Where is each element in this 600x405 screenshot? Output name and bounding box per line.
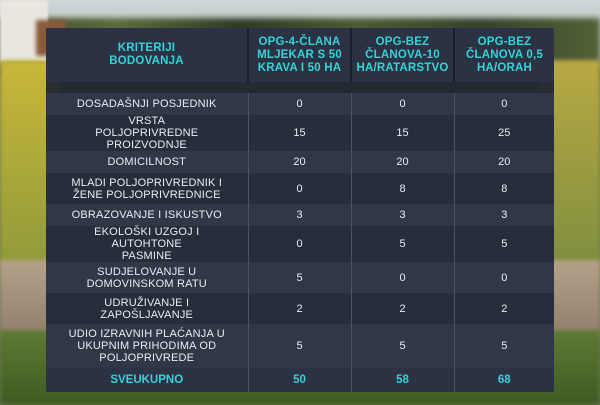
criterion-cell: DOMICILNOST bbox=[46, 151, 249, 173]
value-cell: 0 bbox=[351, 93, 455, 115]
value-cell: 20 bbox=[351, 151, 455, 173]
value-cell: 5 bbox=[248, 262, 352, 293]
value-cell: 2 bbox=[248, 293, 352, 324]
value-cell: 15 bbox=[248, 115, 352, 151]
value-cell: 3 bbox=[351, 204, 455, 226]
value-cell: 3 bbox=[248, 204, 352, 226]
total-value: 58 bbox=[351, 368, 455, 392]
criterion-cell: OBRAZOVANJE I ISKUSTVO bbox=[46, 204, 249, 226]
value-cell: 8 bbox=[454, 173, 554, 204]
criterion-cell: MLADI POLJOPRIVREDNIK I ŽENE POLJOPRIVRE… bbox=[46, 173, 249, 204]
table-row: UDIO IZRAVNIH PLAĆANJA U UKUPNIM PRIHODI… bbox=[46, 324, 554, 368]
header-criteria: KRITERIJI BODOVANJA bbox=[46, 28, 249, 82]
total-value: 68 bbox=[454, 368, 554, 392]
value-cell: 5 bbox=[351, 324, 455, 368]
total-value: 50 bbox=[248, 368, 352, 392]
table-row: EKOLOŠKI UZGOJ I AUTOHTONE PASMINE 0 5 5 bbox=[46, 226, 554, 262]
value-cell: 0 bbox=[248, 226, 352, 262]
value-cell: 15 bbox=[351, 115, 455, 151]
value-cell: 2 bbox=[454, 293, 554, 324]
table-row: MLADI POLJOPRIVREDNIK I ŽENE POLJOPRIVRE… bbox=[46, 173, 554, 204]
table-row: SUDJELOVANJE U DOMOVINSKOM RATU 5 0 0 bbox=[46, 262, 554, 293]
table-header-row: KRITERIJI BODOVANJA OPG-4-ČLANA MLJEKAR … bbox=[46, 28, 554, 82]
criterion-cell: SUDJELOVANJE U DOMOVINSKOM RATU bbox=[46, 262, 249, 293]
table-row: DOSADAŠNJI POSJEDNIK 0 0 0 bbox=[46, 93, 554, 115]
scoring-table-panel: KRITERIJI BODOVANJA OPG-4-ČLANA MLJEKAR … bbox=[46, 28, 554, 392]
header-column-2: OPG-BEZ ČLANOVA-10 HA/RATARSTVO bbox=[351, 28, 455, 82]
header-column-1: OPG-4-ČLANA MLJEKAR S 50 KRAVA I 50 HA bbox=[248, 28, 352, 82]
header-spacer bbox=[46, 82, 554, 93]
value-cell: 20 bbox=[248, 151, 352, 173]
table-row: UDRUŽIVANJE I ZAPOŠLJAVANJE 2 2 2 bbox=[46, 293, 554, 324]
value-cell: 5 bbox=[454, 226, 554, 262]
value-cell: 0 bbox=[454, 93, 554, 115]
header-column-3: OPG-BEZ ČLANOVA 0,5 HA/ORAH bbox=[454, 28, 554, 82]
criterion-cell: DOSADAŠNJI POSJEDNIK bbox=[46, 93, 249, 115]
criterion-cell: VRSTA POLJOPRIVREDNE PROIZVODNJE bbox=[46, 115, 249, 151]
value-cell: 5 bbox=[248, 324, 352, 368]
criterion-cell: UDIO IZRAVNIH PLAĆANJA U UKUPNIM PRIHODI… bbox=[46, 324, 249, 368]
table-row: OBRAZOVANJE I ISKUSTVO 3 3 3 bbox=[46, 204, 554, 226]
table-total-row: SVEUKUPNO 50 58 68 bbox=[46, 368, 554, 392]
value-cell: 25 bbox=[454, 115, 554, 151]
scoring-table: KRITERIJI BODOVANJA OPG-4-ČLANA MLJEKAR … bbox=[46, 28, 554, 392]
criterion-cell: EKOLOŠKI UZGOJ I AUTOHTONE PASMINE bbox=[46, 226, 249, 262]
criterion-cell: UDRUŽIVANJE I ZAPOŠLJAVANJE bbox=[46, 293, 249, 324]
table-row: DOMICILNOST 20 20 20 bbox=[46, 151, 554, 173]
value-cell: 2 bbox=[351, 293, 455, 324]
value-cell: 20 bbox=[454, 151, 554, 173]
value-cell: 5 bbox=[454, 324, 554, 368]
value-cell: 3 bbox=[454, 204, 554, 226]
table-row: VRSTA POLJOPRIVREDNE PROIZVODNJE 15 15 2… bbox=[46, 115, 554, 151]
value-cell: 8 bbox=[351, 173, 455, 204]
value-cell: 5 bbox=[351, 226, 455, 262]
value-cell: 0 bbox=[248, 93, 352, 115]
value-cell: 0 bbox=[351, 262, 455, 293]
value-cell: 0 bbox=[454, 262, 554, 293]
value-cell: 0 bbox=[248, 173, 352, 204]
total-label: SVEUKUPNO bbox=[46, 368, 249, 392]
